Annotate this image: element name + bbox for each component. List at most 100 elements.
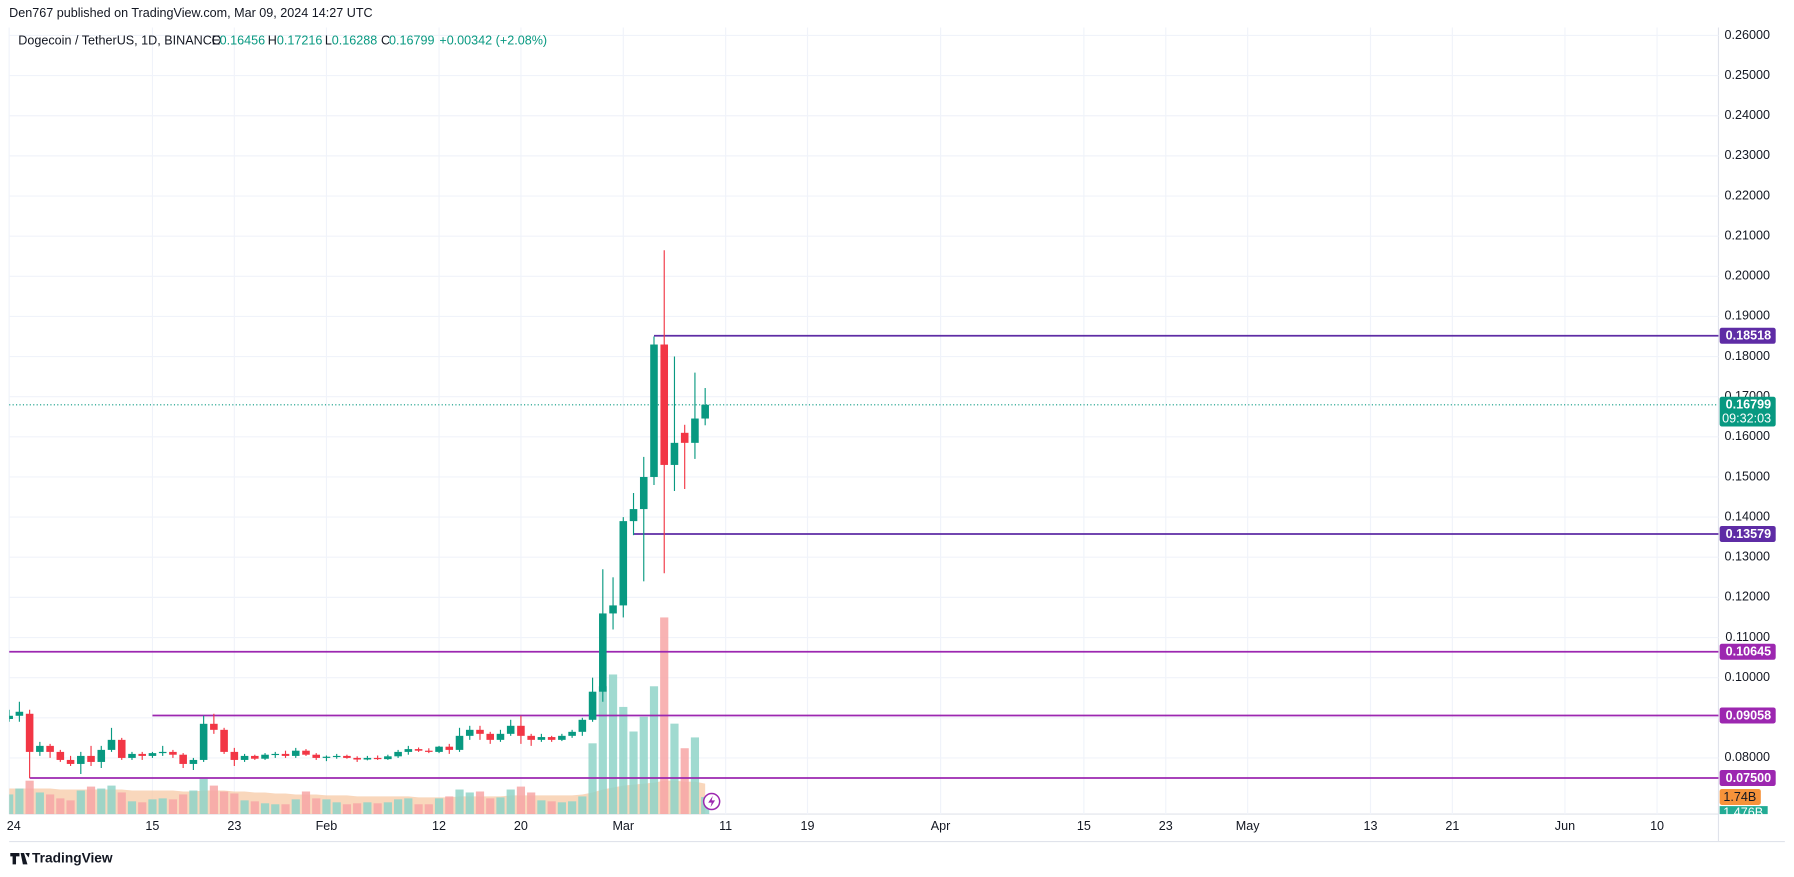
volume-ma-label: 1.476B [1723, 805, 1763, 819]
volume-bar [189, 790, 198, 815]
volume-bar [281, 804, 290, 815]
x-tick-label: 12 [432, 819, 446, 833]
candle-body [230, 751, 239, 760]
candle-body [291, 750, 300, 756]
candle-body [691, 418, 699, 443]
volume-bar [608, 674, 618, 815]
candle-body [568, 731, 576, 736]
volume-bar [107, 785, 116, 815]
candle-body [36, 745, 44, 752]
volume-bar [465, 792, 474, 815]
volume-bar [301, 791, 311, 815]
volume-bar [117, 792, 126, 815]
y-tick-label: 0.16000 [1724, 429, 1769, 443]
candle-body [322, 756, 331, 758]
volume-bar [547, 801, 556, 815]
candle-body [384, 756, 392, 760]
x-tick-label: 15 [145, 819, 159, 833]
candle-body [189, 759, 198, 764]
volume-bar [230, 793, 239, 815]
candle-body [148, 753, 157, 756]
candle-body [496, 733, 505, 740]
volume-bar [66, 800, 75, 815]
candle-body [179, 754, 187, 764]
candle-body [271, 753, 280, 756]
volume-bar [506, 789, 515, 815]
candle-body [363, 757, 372, 760]
volume-bar [516, 786, 526, 815]
x-tick-label: 24 [7, 819, 21, 833]
candle-body [9, 715, 13, 719]
volume-bar [434, 798, 444, 815]
y-tick-label: 0.20000 [1724, 269, 1769, 283]
volume-bar [158, 798, 167, 815]
countdown: 09:32:03 [1722, 411, 1771, 425]
volume-bar [496, 797, 505, 815]
volume-bar [363, 802, 372, 815]
candle-body [107, 739, 116, 750]
y-tick-label: 0.11000 [1725, 630, 1770, 644]
ohlc-letter: O [212, 33, 222, 47]
candle-body [670, 442, 679, 465]
candle-body [332, 755, 341, 758]
level-label-box [1719, 643, 1776, 660]
volume-bar [557, 802, 566, 815]
volume-label-box [1719, 788, 1761, 805]
volume-bar [271, 804, 280, 815]
candle-body [650, 344, 658, 477]
volume-bar [619, 706, 628, 815]
x-tick-label: Apr [931, 819, 951, 833]
x-tick-label: 20 [514, 819, 528, 833]
volume-bar [86, 786, 96, 815]
volume-bar [373, 803, 382, 815]
candle-body [639, 476, 648, 510]
ohlc-value: 0.16456 [220, 33, 265, 47]
candles [9, 250, 709, 778]
y-tick-label: 0.26000 [1724, 28, 1769, 42]
candle-body [220, 729, 228, 752]
volume-bar [424, 804, 433, 815]
candle-body [629, 509, 638, 522]
candle-body [87, 755, 95, 762]
volume-bar [240, 800, 249, 815]
volume-bar [342, 804, 352, 815]
level-label: 0.18518 [1726, 329, 1771, 343]
ohlc-letter: C [381, 33, 390, 47]
volume-bar [527, 792, 536, 815]
volume-ma-box [1719, 806, 1768, 815]
level-label-box [1719, 525, 1776, 543]
volume-bar [670, 723, 679, 815]
volume-bar [148, 799, 157, 815]
candle-body [77, 755, 85, 764]
candle-body [476, 729, 484, 734]
volume-bar [97, 788, 106, 815]
volume-bar [322, 799, 331, 815]
volume-bar [76, 790, 85, 815]
candle-body [599, 613, 607, 692]
volume-bar [598, 686, 607, 815]
y-tick-label: 0.21000 [1724, 228, 1769, 242]
grid [8, 27, 1719, 815]
y-tick-label: 0.19000 [1724, 309, 1769, 323]
candle-body [302, 750, 310, 755]
footer-brand: TradingView [32, 850, 113, 865]
candle-body [281, 753, 290, 756]
candle-body [660, 344, 669, 465]
last-price-box [1719, 396, 1776, 427]
levels [9, 334, 1719, 779]
candle-body [619, 521, 628, 606]
candle-body [517, 725, 525, 736]
x-tick-label: Jun [1555, 819, 1575, 833]
y-tick-label: 0.13000 [1724, 550, 1769, 564]
candle-body [537, 737, 546, 740]
volume-bar [649, 686, 659, 815]
level-label: 0.10645 [1726, 645, 1771, 659]
volume-bar [220, 791, 229, 815]
x-tick-label: 15 [1077, 819, 1091, 833]
candle-body [394, 751, 402, 757]
candle-body [353, 757, 361, 760]
candle-body [158, 751, 167, 754]
volume-bar [404, 798, 413, 815]
x-tick-label: Mar [612, 819, 634, 833]
candle-body [455, 735, 464, 750]
